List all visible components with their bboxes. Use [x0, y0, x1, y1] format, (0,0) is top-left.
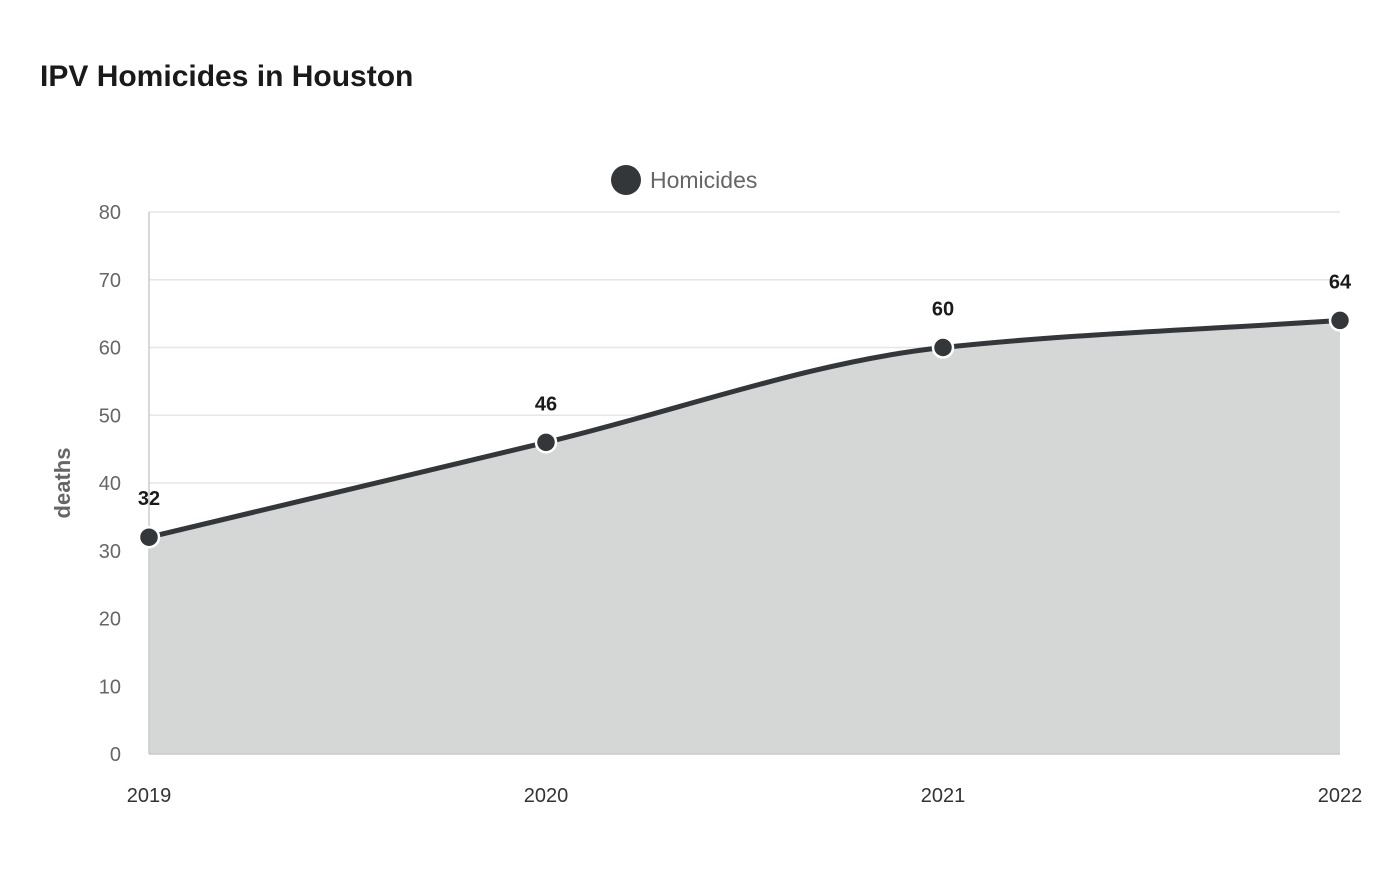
y-tick-label: 0: [110, 744, 121, 766]
y-tick-label: 40: [99, 473, 121, 495]
x-tick-label: 2022: [1318, 785, 1363, 807]
series-area-homicides: [149, 320, 1340, 754]
data-label-2019: 32: [138, 488, 160, 510]
y-tick-label: 50: [99, 405, 121, 427]
data-label-2020: 46: [535, 393, 557, 415]
y-tick-label: 70: [99, 270, 121, 292]
x-tick-label: 2019: [127, 785, 172, 807]
x-tick-label: 2021: [921, 785, 966, 807]
label-layer: 32 46 60 64: [138, 271, 1352, 510]
y-tick-label: 60: [99, 338, 121, 360]
data-point-2020[interactable]: [534, 431, 558, 454]
data-point-2021[interactable]: [931, 336, 955, 359]
y-tick-label: 10: [99, 676, 121, 698]
data-label-2021: 60: [932, 299, 954, 321]
point-layer: [137, 309, 1352, 549]
line-layer: [146, 317, 1343, 540]
data-point-2022[interactable]: [1328, 309, 1352, 332]
data-point-2019[interactable]: [137, 525, 161, 549]
axis-layer: 0 10 20 30 40 50 60 70 80 2019 2020 2021 2022: [99, 202, 1363, 807]
legend[interactable]: Homicides: [611, 165, 757, 195]
y-tick-label: 80: [99, 202, 121, 224]
y-tick-label: 30: [99, 541, 121, 563]
legend-marker[interactable]: [611, 165, 641, 195]
y-tick-label: 20: [99, 609, 121, 631]
area-layer: [149, 320, 1340, 754]
series-line-homicides[interactable]: [146, 317, 1343, 540]
legend-label-homicides[interactable]: Homicides: [650, 167, 757, 193]
y-axis-title: deaths: [50, 448, 75, 519]
x-tick-label: 2020: [524, 785, 569, 807]
data-label-2022: 64: [1329, 271, 1352, 293]
chart-title: IPV Homicides in Houston: [40, 60, 414, 93]
